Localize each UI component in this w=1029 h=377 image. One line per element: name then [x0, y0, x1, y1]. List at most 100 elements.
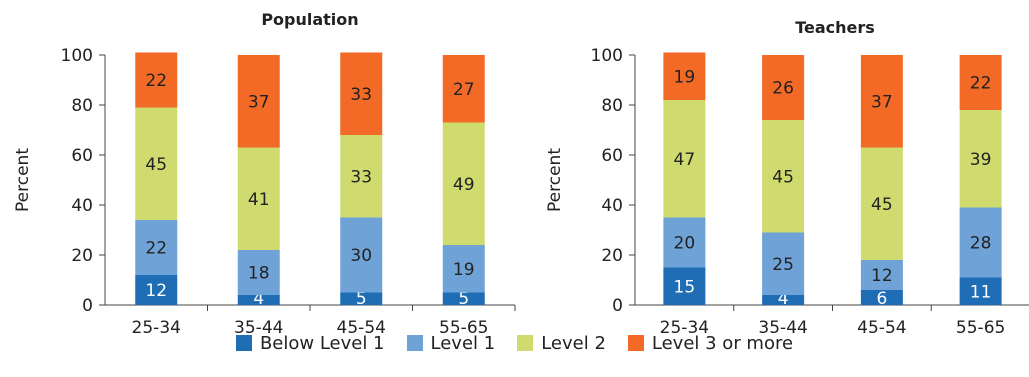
- bar-segment: [237, 295, 280, 305]
- bar-segment: [135, 275, 178, 305]
- bar-segment: [442, 245, 485, 293]
- x-tick-label: 25-34: [132, 318, 181, 338]
- y-tick-label: 0: [612, 296, 623, 316]
- bar-segment: [442, 122, 485, 245]
- legend-swatch: [406, 335, 423, 351]
- data-label: 25: [772, 255, 794, 275]
- legend-label: Level 2: [541, 332, 606, 354]
- data-label: 27: [453, 80, 475, 100]
- x-tick-label: 35-44: [234, 318, 283, 338]
- x-tick-label: 35-44: [758, 318, 807, 338]
- legend-swatch: [627, 335, 644, 351]
- legend-item-level-1: Level 1: [406, 332, 496, 354]
- bar-segment: [860, 290, 903, 305]
- legend: Below Level 1 Level 1 Level 2 Level 3 or…: [0, 330, 1029, 356]
- data-label: 4: [253, 289, 264, 309]
- legend-item-level-3-or-more: Level 3 or more: [627, 332, 794, 354]
- bar-segment: [762, 232, 805, 295]
- data-label: 11: [970, 282, 992, 302]
- bar-segment: [663, 52, 706, 100]
- data-label: 45: [871, 195, 893, 215]
- data-label: 41: [248, 190, 270, 210]
- y-tick-label: 80: [601, 96, 623, 116]
- x-tick-label: 45-54: [857, 318, 906, 338]
- data-label: 33: [350, 167, 372, 187]
- data-label: 37: [871, 92, 893, 112]
- data-label: 15: [674, 277, 696, 297]
- bar-segment: [663, 267, 706, 305]
- bar-segment: [340, 217, 383, 293]
- bar-segment: [340, 292, 383, 305]
- legend-swatch: [517, 335, 534, 351]
- y-tick-label: 80: [71, 96, 93, 116]
- bar-segment: [237, 250, 280, 295]
- bar-segment: [135, 107, 178, 220]
- data-label: 20: [674, 234, 696, 254]
- data-label: 12: [871, 266, 893, 286]
- bar-segment: [762, 55, 805, 120]
- data-label: 22: [970, 74, 992, 94]
- legend-label: Level 3 or more: [651, 332, 794, 354]
- data-label: 19: [674, 67, 696, 87]
- data-label: 49: [453, 175, 475, 195]
- data-label: 19: [453, 260, 475, 280]
- x-tick-label: 55-65: [956, 318, 1005, 338]
- data-label: 22: [145, 239, 167, 259]
- bar-segment: [959, 207, 1002, 278]
- bar-segment: [762, 295, 805, 305]
- bar-segment: [762, 120, 805, 233]
- chart-title: Population: [261, 10, 358, 29]
- bar-segment: [442, 55, 485, 123]
- legend-swatch: [235, 335, 252, 351]
- bar-segment: [135, 220, 178, 275]
- bar-segment: [959, 110, 1002, 208]
- chart-teachers: Teachers Percent 0 20 40 60 80 100 15 20 47 19 25-34…: [545, 18, 1029, 338]
- y-tick-label: 0: [82, 296, 93, 316]
- data-label: 12: [145, 281, 167, 301]
- legend-item-level-2: Level 2: [517, 333, 606, 354]
- y-tick-label: 100: [61, 46, 93, 66]
- y-axis-label: Percent: [545, 148, 565, 212]
- x-tick-label: 25-34: [660, 318, 709, 338]
- bar-segment: [135, 52, 178, 108]
- y-tick-label: 40: [71, 196, 93, 216]
- data-label: 26: [772, 79, 794, 99]
- bar-segment: [663, 100, 706, 218]
- data-label: 6: [876, 289, 887, 309]
- data-label: 39: [970, 150, 992, 170]
- data-label: 45: [145, 155, 167, 175]
- x-tick-label: 45-54: [337, 318, 386, 338]
- bar-segment: [340, 52, 383, 135]
- data-label: 47: [674, 150, 696, 170]
- x-tick-label: 55-65: [439, 318, 488, 338]
- data-label: 5: [356, 289, 367, 309]
- bar-segment: [237, 55, 280, 148]
- data-label: 22: [145, 71, 167, 91]
- bar-segment: [442, 292, 485, 305]
- bar-segment: [959, 55, 1002, 110]
- y-tick-label: 20: [71, 246, 93, 266]
- bar-segment: [860, 147, 903, 260]
- y-tick-label: 60: [601, 146, 623, 166]
- bar-segment: [237, 147, 280, 250]
- bar-segment: [663, 217, 706, 268]
- data-label: 33: [350, 85, 372, 105]
- legend-label: Level 1: [430, 332, 496, 354]
- data-label: 37: [248, 92, 270, 112]
- y-tick-label: 20: [601, 246, 623, 266]
- data-label: 4: [778, 289, 789, 309]
- data-label: 18: [248, 264, 270, 284]
- chart-title: Teachers: [795, 18, 875, 37]
- legend-item-below-level-1: Below Level 1: [235, 333, 385, 354]
- data-label: 30: [350, 246, 372, 266]
- data-label: 5: [458, 289, 469, 309]
- bar-segment: [860, 260, 903, 290]
- bar-segment: [860, 55, 903, 148]
- bar-segment: [340, 135, 383, 218]
- y-axis-label: Percent: [13, 148, 33, 212]
- y-tick-label: 60: [71, 146, 93, 166]
- data-label: 28: [970, 234, 992, 254]
- bar-segment: [959, 277, 1002, 305]
- y-tick-label: 100: [591, 46, 623, 66]
